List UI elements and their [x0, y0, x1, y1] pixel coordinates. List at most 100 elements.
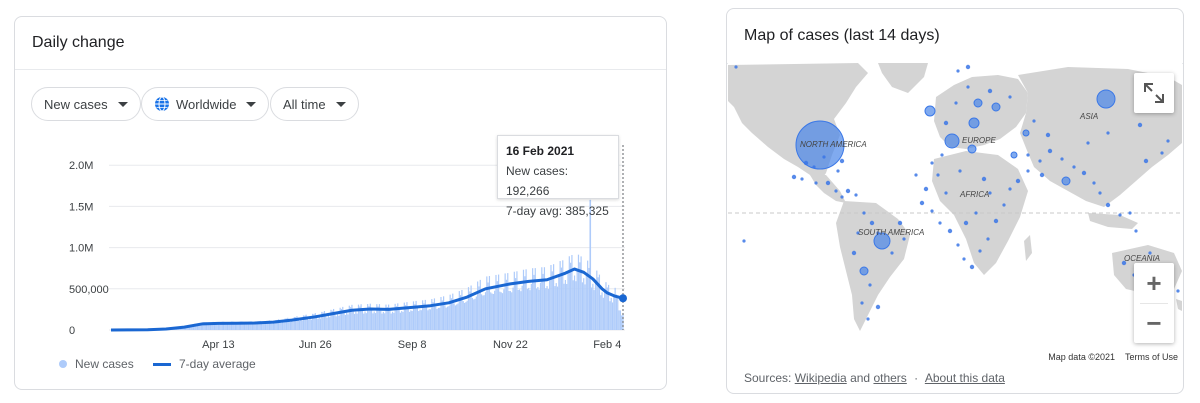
world-map[interactable]: NORTH AMERICA EUROPE ASIA AFRICA SOUTH A…	[728, 63, 1182, 363]
case-bubble[interactable]	[862, 211, 866, 215]
case-bubble[interactable]	[791, 174, 797, 180]
case-bubble[interactable]	[993, 218, 999, 224]
case-bubble[interactable]	[923, 186, 929, 192]
case-bubble[interactable]	[859, 266, 869, 276]
case-bubble[interactable]	[943, 120, 949, 126]
case-bubble[interactable]	[958, 169, 962, 173]
case-bubble[interactable]	[840, 195, 844, 199]
region-dropdown[interactable]: Worldwide	[141, 87, 270, 121]
case-bubble[interactable]	[1015, 178, 1021, 184]
case-bubble[interactable]	[1128, 211, 1132, 215]
daily-change-chart[interactable]: 0 500,000 1.0M 1.5M 2.0M Apr 13 Jun 26 Sep 8 Nov…	[15, 17, 666, 389]
case-bubble[interactable]	[876, 231, 880, 235]
case-bubble[interactable]	[875, 304, 881, 310]
case-bubble[interactable]	[963, 220, 969, 226]
case-bubble[interactable]	[814, 181, 818, 185]
case-bubble[interactable]	[919, 200, 925, 206]
case-bubble[interactable]	[956, 69, 960, 73]
case-bubble[interactable]	[1045, 132, 1051, 138]
case-bubble[interactable]	[1026, 153, 1030, 157]
case-bubble[interactable]	[930, 209, 934, 213]
wikipedia-link[interactable]: Wikipedia	[794, 371, 847, 385]
terms-link[interactable]: Terms of Use	[1124, 352, 1178, 362]
case-bubble[interactable]	[734, 65, 738, 69]
case-bubble[interactable]	[851, 250, 857, 256]
case-bubble[interactable]	[1047, 148, 1053, 154]
case-bubble[interactable]	[860, 301, 864, 305]
case-bubble[interactable]	[914, 173, 918, 177]
case-bubble[interactable]	[1096, 89, 1116, 109]
case-bubble[interactable]	[825, 180, 831, 186]
case-bubble[interactable]	[981, 176, 987, 182]
case-bubble[interactable]	[1176, 289, 1180, 293]
case-bubble[interactable]	[924, 105, 936, 117]
case-bubble[interactable]	[966, 85, 970, 89]
case-bubble[interactable]	[1143, 158, 1149, 164]
case-bubble[interactable]	[1148, 251, 1152, 255]
case-bubble[interactable]	[956, 243, 960, 247]
case-bubble[interactable]	[978, 249, 982, 253]
case-bubble[interactable]	[800, 177, 804, 181]
case-bubble[interactable]	[974, 211, 978, 215]
case-bubble[interactable]	[1106, 131, 1110, 135]
case-bubble[interactable]	[973, 98, 983, 108]
zoom-in-button[interactable]: +	[1146, 267, 1162, 298]
case-bubble[interactable]	[822, 155, 826, 159]
case-bubble[interactable]	[1072, 165, 1076, 169]
case-bubble[interactable]	[839, 158, 845, 164]
case-bubble[interactable]	[812, 165, 816, 169]
metric-dropdown[interactable]: New cases	[31, 87, 141, 121]
case-bubble[interactable]	[947, 228, 953, 234]
case-bubble[interactable]	[795, 120, 845, 170]
fullscreen-button[interactable]	[1134, 73, 1174, 113]
case-bubble[interactable]	[890, 251, 894, 255]
case-bubble[interactable]	[1032, 119, 1036, 123]
case-bubble[interactable]	[938, 221, 942, 225]
zoom-out-button[interactable]: −	[1146, 308, 1162, 338]
case-bubble[interactable]	[803, 160, 809, 166]
case-bubble[interactable]	[1039, 172, 1045, 178]
case-bubble[interactable]	[991, 102, 1001, 112]
case-bubble[interactable]	[902, 237, 906, 241]
case-bubble[interactable]	[854, 193, 858, 197]
case-bubble[interactable]	[1134, 229, 1138, 233]
case-bubble[interactable]	[1002, 203, 1006, 207]
case-bubble[interactable]	[1060, 157, 1064, 161]
case-bubble[interactable]	[967, 144, 977, 154]
case-bubble[interactable]	[968, 117, 980, 129]
case-bubble[interactable]	[936, 173, 940, 177]
case-bubble[interactable]	[1160, 151, 1164, 155]
case-bubble[interactable]	[1008, 95, 1012, 99]
case-bubble[interactable]	[897, 220, 903, 226]
case-bubble[interactable]	[944, 191, 948, 195]
case-bubble[interactable]	[1118, 213, 1122, 217]
case-bubble[interactable]	[834, 189, 838, 193]
case-bubble[interactable]	[987, 88, 993, 94]
case-bubble[interactable]	[965, 64, 971, 70]
case-bubble[interactable]	[962, 257, 966, 261]
case-bubble[interactable]	[1166, 139, 1170, 143]
case-bubble[interactable]	[742, 239, 746, 243]
case-bubble[interactable]	[1038, 159, 1042, 163]
case-bubble[interactable]	[1121, 260, 1127, 266]
case-bubble[interactable]	[856, 231, 860, 235]
case-bubble[interactable]	[940, 153, 944, 157]
case-bubble[interactable]	[954, 101, 958, 105]
case-bubble[interactable]	[944, 133, 960, 149]
case-bubble[interactable]	[868, 283, 872, 287]
case-bubble[interactable]	[873, 232, 891, 250]
case-bubble[interactable]	[1098, 191, 1102, 195]
case-bubble[interactable]	[969, 264, 975, 270]
cases-map[interactable]: NORTH AMERICA EUROPE ASIA AFRICA SOUTH A…	[728, 63, 1182, 363]
case-bubble[interactable]	[1010, 151, 1018, 159]
case-bubble[interactable]	[836, 169, 840, 173]
case-bubble[interactable]	[1081, 170, 1087, 176]
case-bubble[interactable]	[988, 191, 992, 195]
case-bubble[interactable]	[1086, 141, 1090, 145]
case-bubble[interactable]	[1105, 202, 1111, 208]
case-bubble[interactable]	[845, 188, 851, 194]
about-data-link[interactable]: About this data	[924, 371, 1005, 385]
case-bubble[interactable]	[1137, 122, 1143, 128]
case-bubble[interactable]	[869, 220, 875, 226]
case-bubble[interactable]	[930, 161, 934, 165]
